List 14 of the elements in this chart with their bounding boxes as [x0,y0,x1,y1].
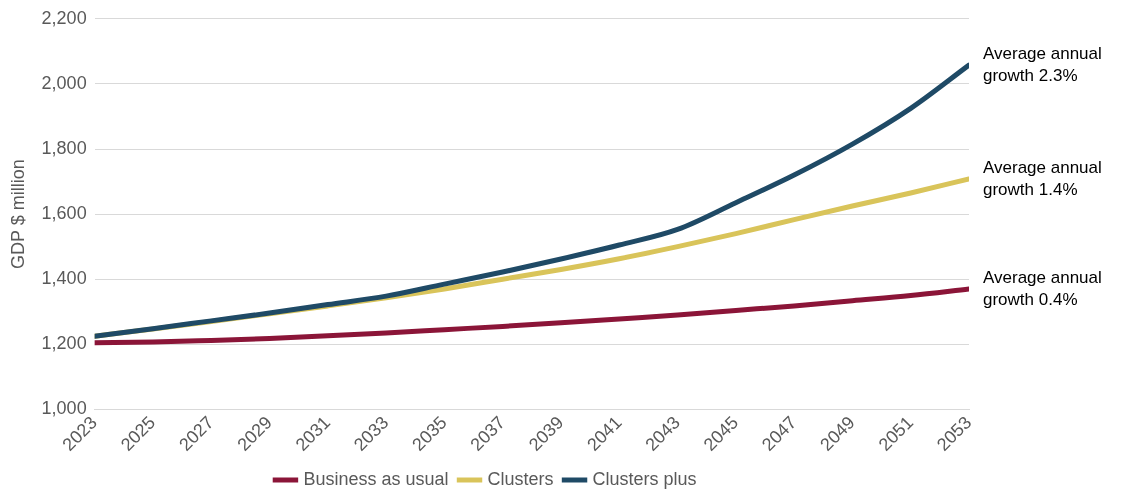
text: Average annual growth 2.3% [983,43,1102,85]
y-tick-label: 2,000 [41,72,87,93]
legend-label: Business as usual [303,468,449,489]
text: Average annual growth 0.4% [983,267,1102,309]
y-tick-label: 1,800 [41,137,87,158]
y-tick-label: 1,400 [41,268,87,289]
y-tick-label: 1,600 [41,203,87,224]
y-tick-label: 1,200 [41,333,87,354]
y-tick-label: 1,000 [41,398,87,419]
y-axis-title: GDP $ million [7,159,28,269]
legend-label: Clusters [487,468,554,489]
y-tick-label: 2,200 [41,7,87,28]
legend-label: Clusters plus [592,468,697,489]
text: Average annual growth 1.4% [983,157,1102,199]
